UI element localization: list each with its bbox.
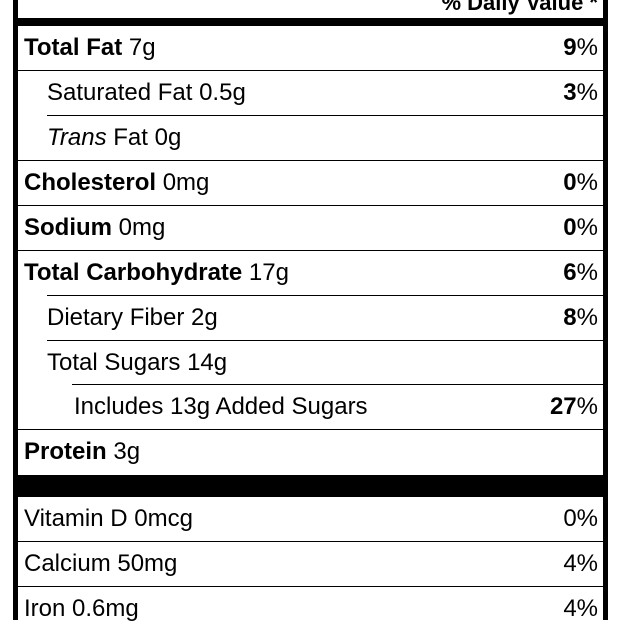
nutrient-name: Total Fat 7g bbox=[24, 34, 156, 61]
nutrient-name: Vitamin D 0mcg bbox=[24, 505, 193, 532]
daily-value: 3% bbox=[563, 79, 598, 106]
row-cholesterol: Cholesterol 0mg 0% bbox=[24, 161, 598, 205]
nutrient-name: Calcium 50mg bbox=[24, 550, 178, 577]
daily-value: 0% bbox=[563, 169, 598, 196]
daily-value-header: % Daily Value * bbox=[441, 0, 598, 15]
row-divider bbox=[18, 250, 603, 251]
row-vitamin-d: Vitamin D 0mcg 0% bbox=[24, 497, 598, 541]
label-border-left bbox=[13, 0, 18, 620]
nutrient-name: Trans Fat 0g bbox=[47, 124, 182, 151]
nutrient-name: Iron 0.6mg bbox=[24, 595, 139, 622]
row-total-fat: Total Fat 7g 9% bbox=[24, 26, 598, 70]
row-sodium: Sodium 0mg 0% bbox=[24, 206, 598, 250]
daily-value: 9% bbox=[563, 34, 598, 61]
daily-value: 8% bbox=[563, 304, 598, 331]
nutrient-name: Dietary Fiber 2g bbox=[47, 304, 218, 331]
row-protein: Protein 3g bbox=[24, 430, 598, 474]
row-divider bbox=[18, 586, 603, 587]
row-divider bbox=[18, 541, 603, 542]
nutrient-name: Protein 3g bbox=[24, 438, 141, 465]
row-calcium: Calcium 50mg 4% bbox=[24, 542, 598, 586]
daily-value: 6% bbox=[563, 259, 598, 286]
row-divider bbox=[18, 70, 603, 71]
row-total-sugars: Total Sugars 14g bbox=[47, 341, 598, 385]
thick-separator-bar bbox=[18, 475, 603, 497]
row-trans-fat: Trans Fat 0g bbox=[47, 116, 598, 160]
row-divider bbox=[18, 160, 603, 161]
row-iron: Iron 0.6mg 4% bbox=[24, 587, 598, 631]
nutrient-name: Cholesterol 0mg bbox=[24, 169, 210, 196]
row-divider bbox=[47, 340, 603, 341]
row-divider bbox=[18, 205, 603, 206]
nutrient-name: Total Carbohydrate 17g bbox=[24, 259, 289, 286]
nutrient-name: Saturated Fat 0.5g bbox=[47, 79, 246, 106]
row-divider bbox=[47, 115, 603, 116]
row-saturated-fat: Saturated Fat 0.5g 3% bbox=[47, 71, 598, 115]
label-border-right bbox=[603, 0, 608, 620]
daily-value: 4% bbox=[563, 550, 598, 577]
daily-value: 4% bbox=[563, 595, 598, 622]
row-added-sugars: Includes 13g Added Sugars 27% bbox=[74, 385, 598, 429]
row-dietary-fiber: Dietary Fiber 2g 8% bbox=[47, 296, 598, 340]
thick-divider bbox=[18, 18, 603, 26]
daily-value: 0% bbox=[563, 214, 598, 241]
nutrient-name: Includes 13g Added Sugars bbox=[74, 393, 368, 420]
row-divider bbox=[47, 295, 603, 296]
nutrient-name: Sodium 0mg bbox=[24, 214, 166, 241]
row-total-carbohydrate: Total Carbohydrate 17g 6% bbox=[24, 251, 598, 295]
row-divider bbox=[72, 384, 603, 385]
row-divider bbox=[18, 429, 603, 430]
nutrient-name: Total Sugars 14g bbox=[47, 349, 228, 376]
daily-value: 0% bbox=[563, 505, 598, 532]
daily-value: 27% bbox=[549, 393, 598, 420]
